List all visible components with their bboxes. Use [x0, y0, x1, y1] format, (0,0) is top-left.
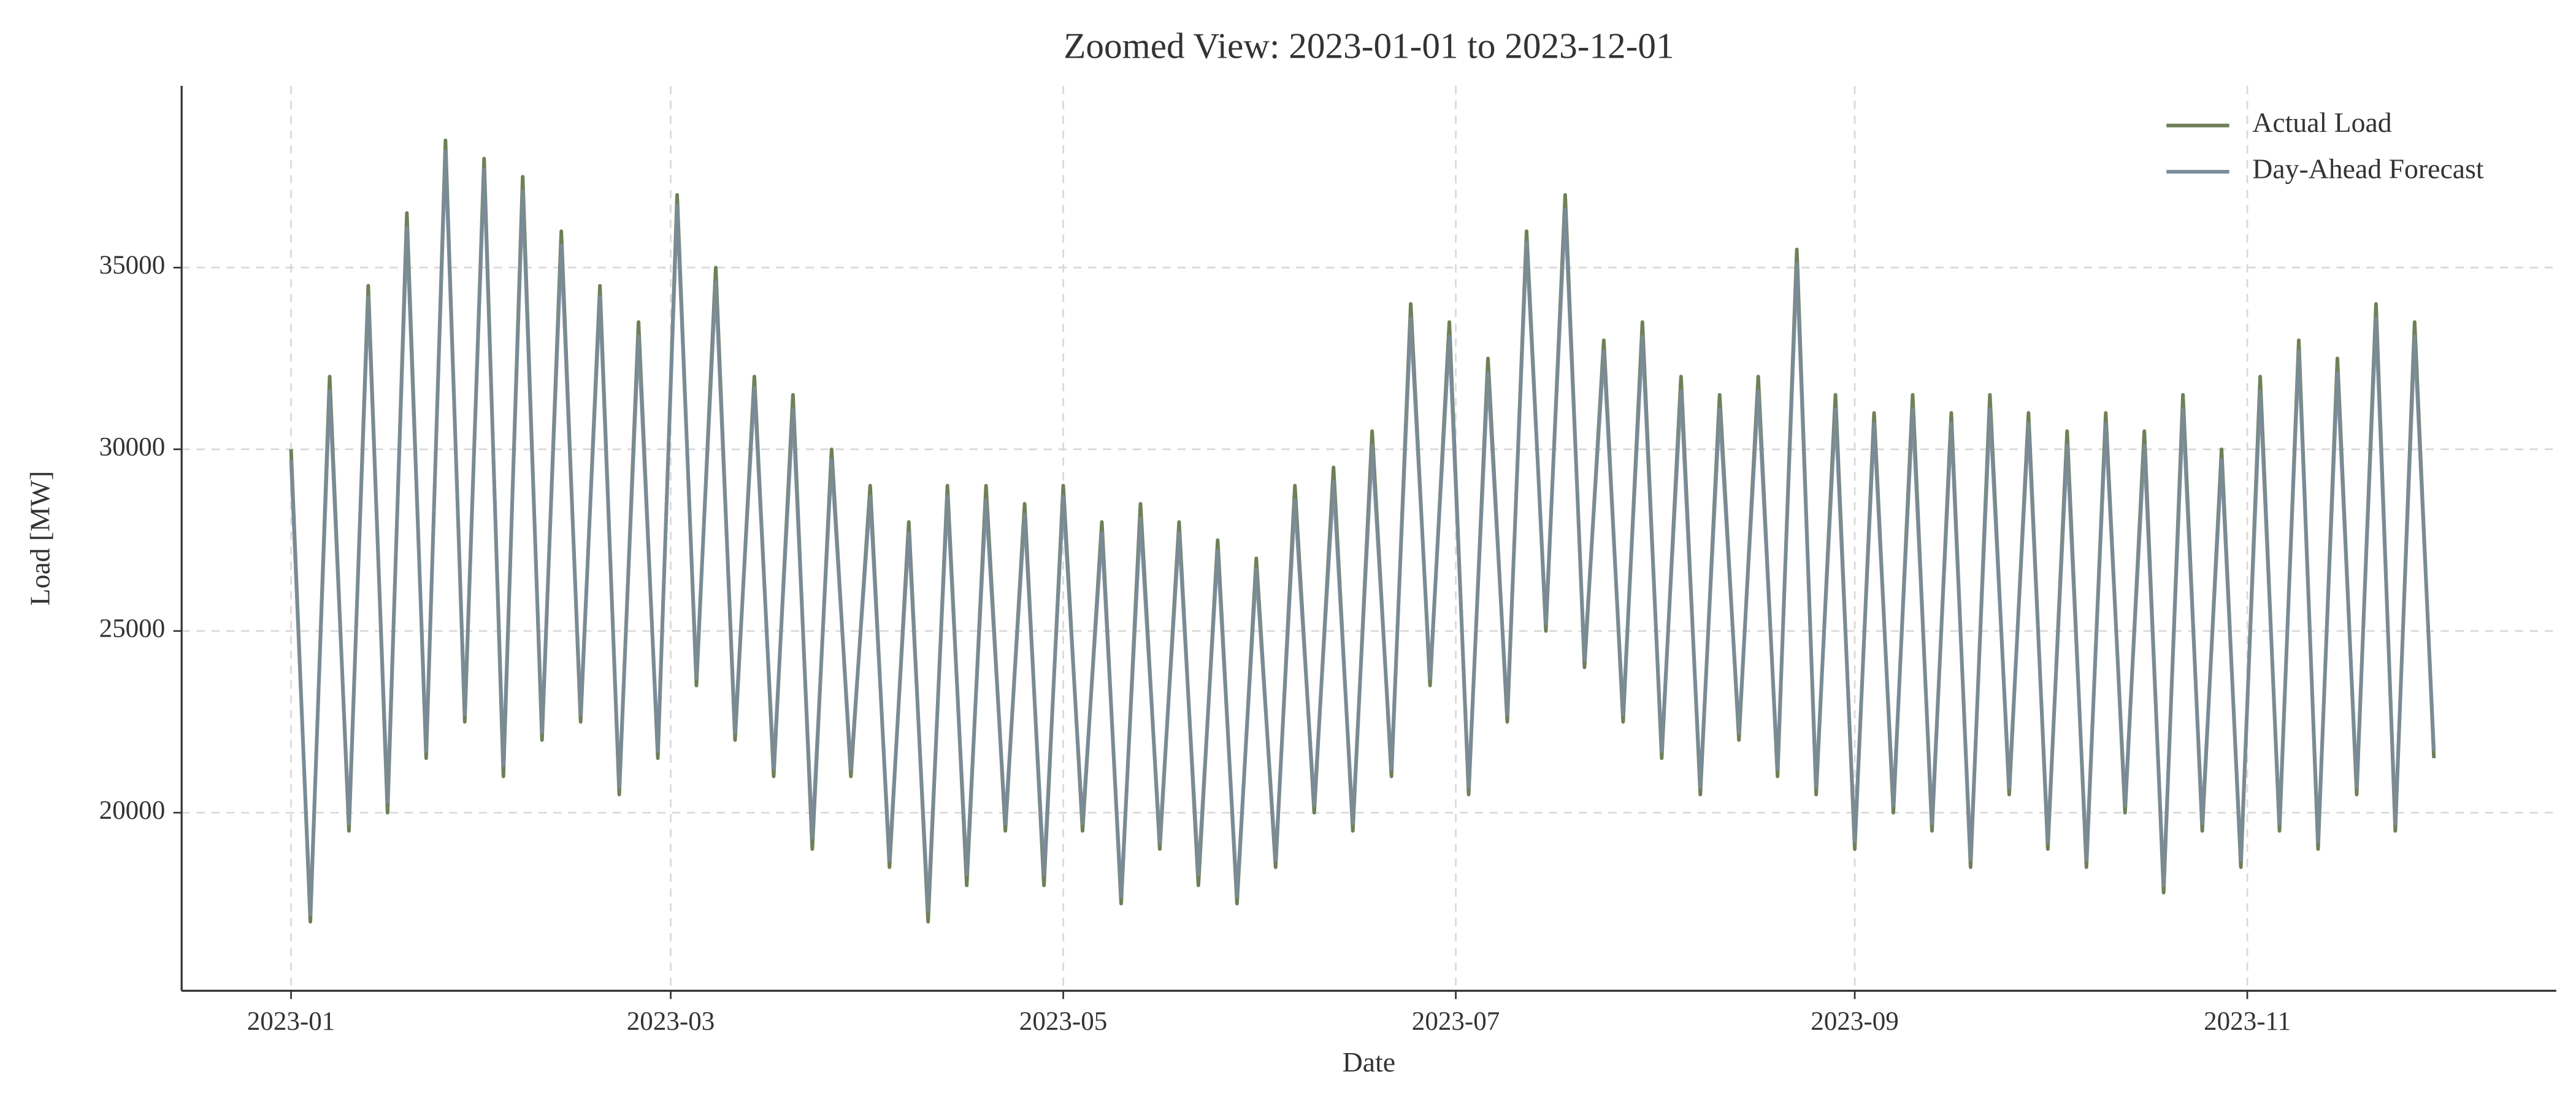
series-line — [289, 149, 2436, 916]
y-tick-label: 20000 — [99, 796, 166, 825]
y-axis-label: Load [MW] — [25, 471, 56, 606]
x-tick-label: 2023-09 — [1811, 1007, 1899, 1036]
y-tick-label: 35000 — [99, 251, 166, 280]
x-axis-label: Date — [1343, 1046, 1395, 1078]
x-tick-label: 2023-05 — [1019, 1007, 1108, 1036]
y-tick-label: 25000 — [99, 615, 166, 643]
legend: Actual Load Day-Ahead Forecast — [2166, 107, 2484, 185]
x-tick-label: 2023-11 — [2204, 1007, 2291, 1036]
x-tick-label: 2023-03 — [627, 1007, 715, 1036]
legend-label: Actual Load — [2252, 107, 2392, 138]
legend-label: Day-Ahead Forecast — [2252, 153, 2484, 185]
y-tick-label: 30000 — [99, 432, 166, 461]
x-tick-label: 2023-01 — [247, 1007, 335, 1036]
chart-title: Zoomed View: 2023-01-01 to 2023-12-01 — [1064, 25, 1674, 66]
plot-area — [289, 138, 2436, 924]
x-tick-label: 2023-07 — [1412, 1007, 1500, 1036]
